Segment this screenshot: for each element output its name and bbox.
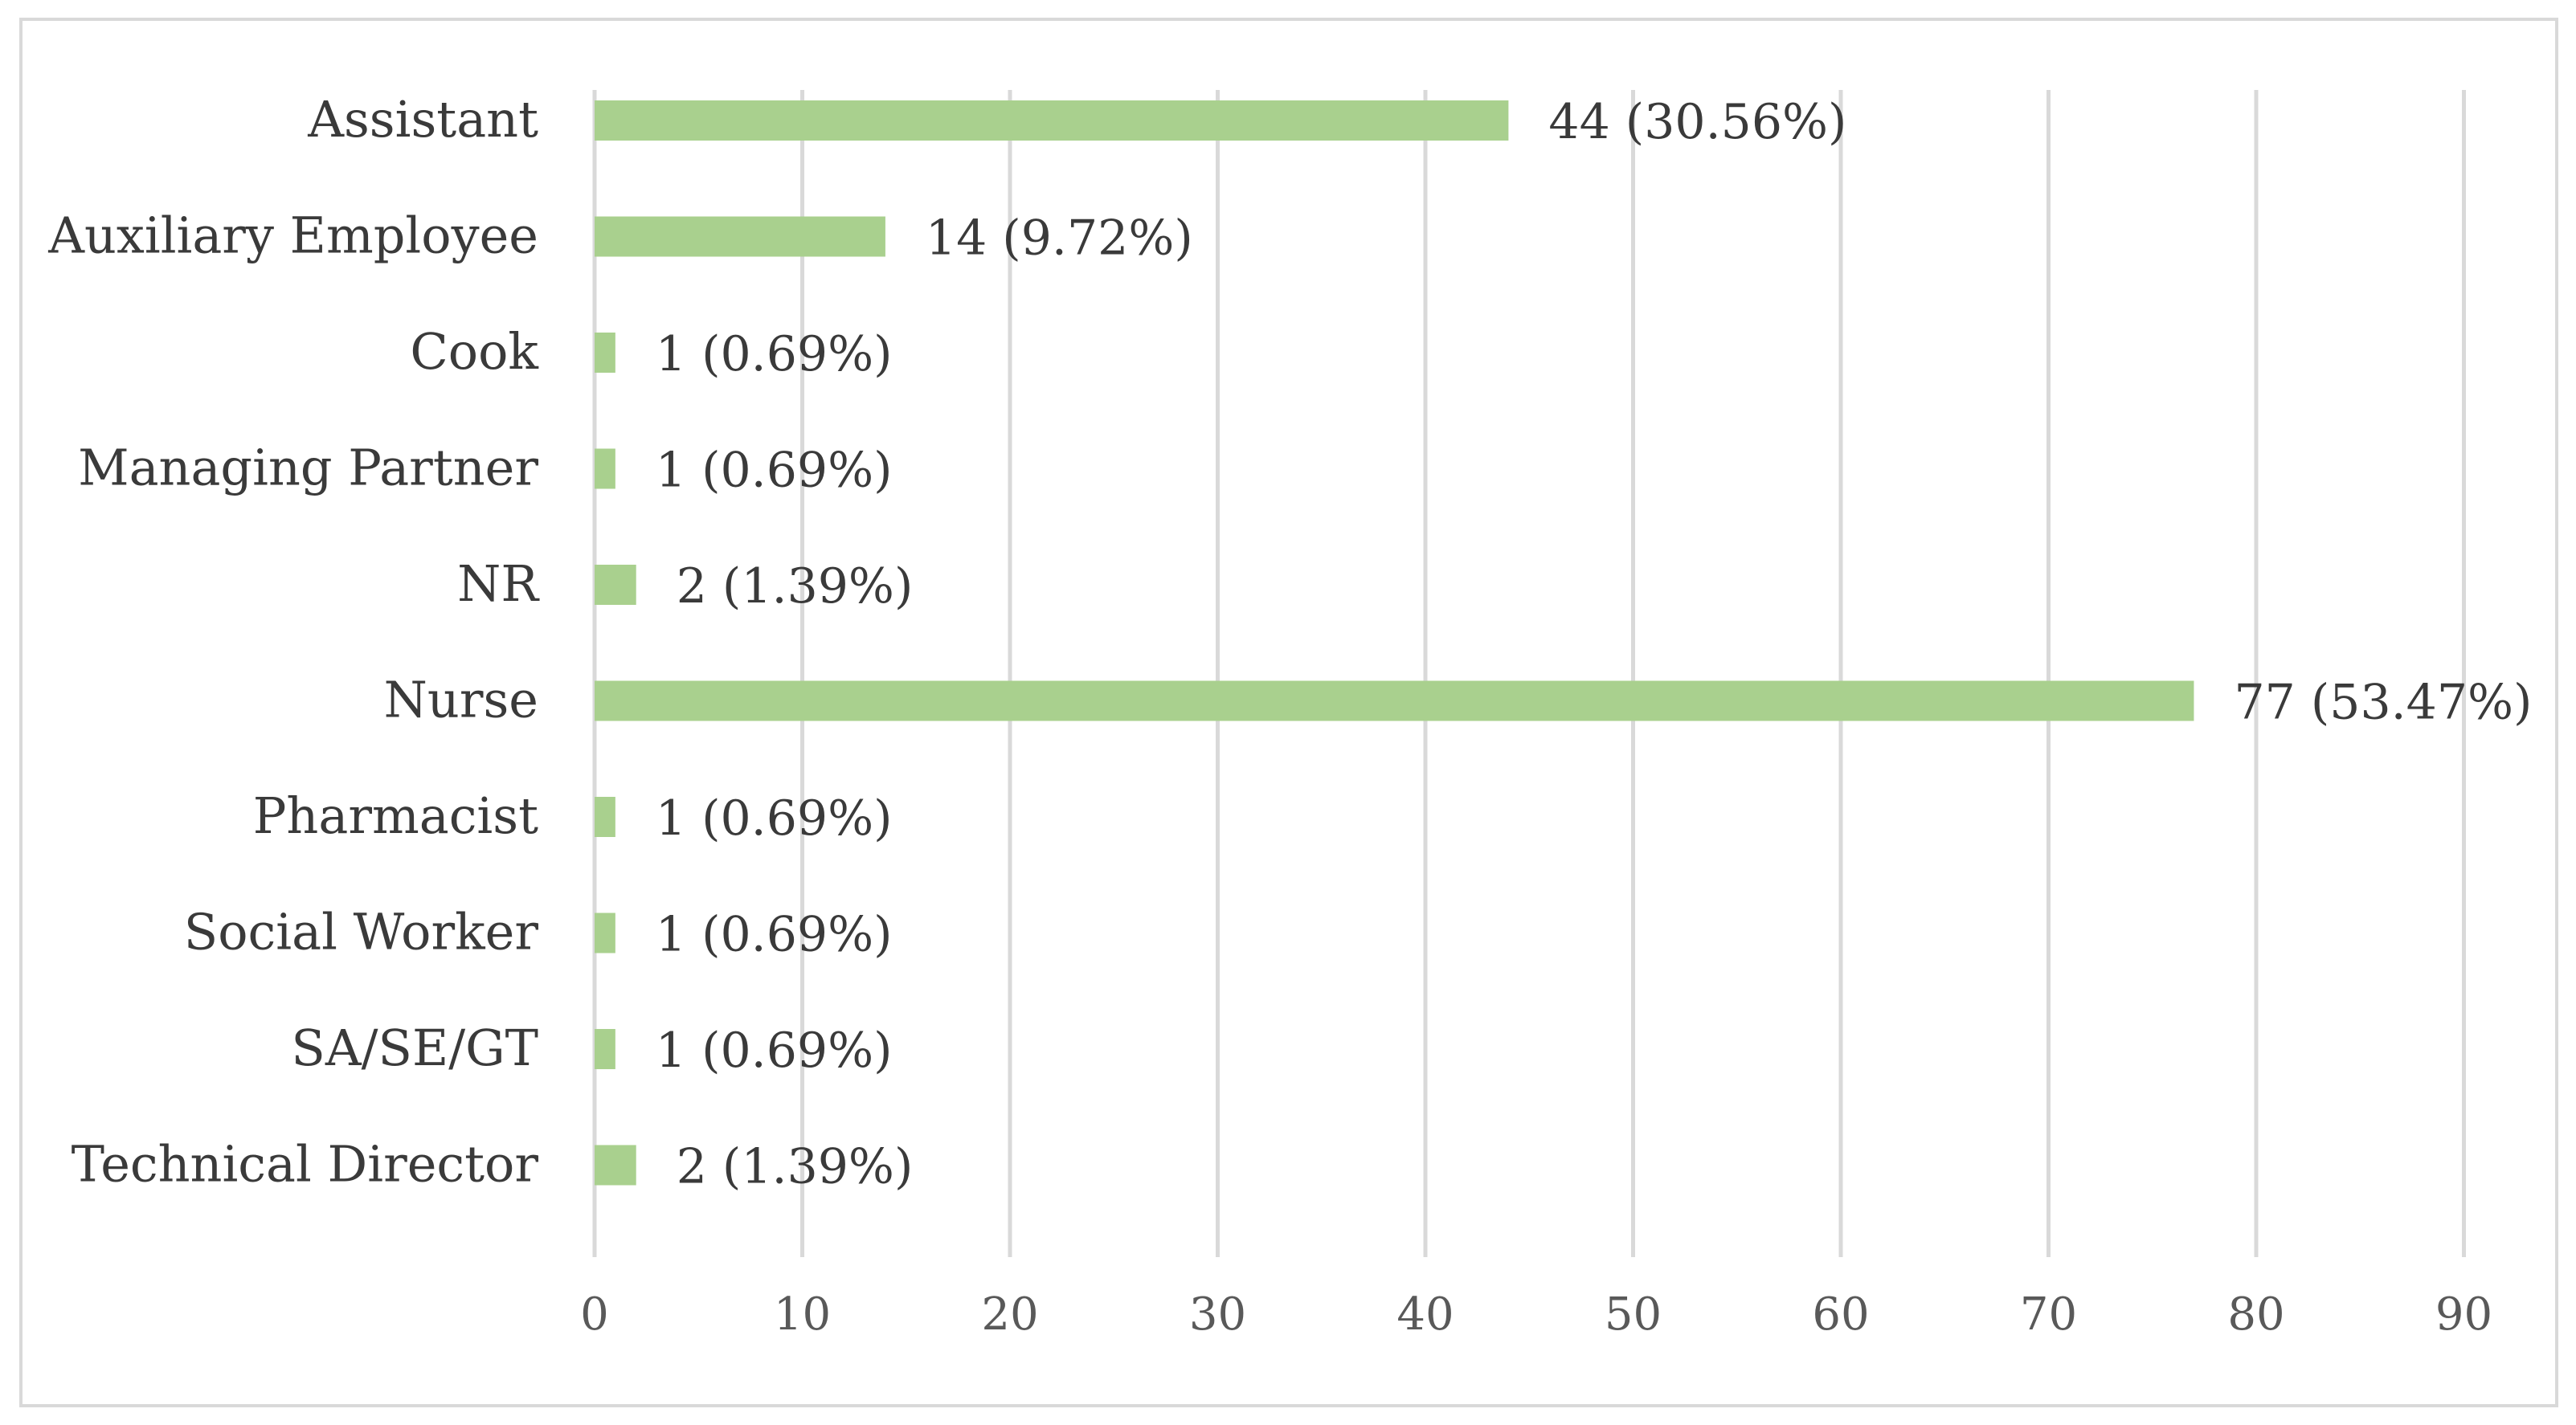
category-label: Technical Director	[72, 1135, 539, 1194]
x-tick-label: 80	[2227, 1288, 2284, 1341]
bar	[595, 100, 1509, 141]
data-label: 1 (0.69%)	[656, 907, 893, 963]
bar	[595, 680, 2194, 721]
category-label: Nurse	[384, 671, 538, 729]
bar	[595, 913, 615, 953]
data-label: 1 (0.69%)	[656, 443, 893, 499]
x-tick-label: 60	[1812, 1288, 1869, 1341]
bar	[595, 216, 885, 257]
category-label: Cook	[410, 322, 538, 381]
bar	[595, 333, 615, 373]
category-labels: Assistant Auxiliary Employee Cook Managing …	[47, 90, 540, 1194]
data-label: 1 (0.69%)	[656, 326, 893, 382]
category-label: Pharmacist	[253, 786, 538, 845]
category-label: SA/SE/GT	[291, 1019, 538, 1077]
gridlines	[592, 90, 2466, 1257]
data-label: 1 (0.69%)	[656, 1023, 893, 1079]
data-label: 2 (1.39%)	[677, 1139, 914, 1195]
x-tick-label: 90	[2435, 1288, 2492, 1341]
category-label: Assistant	[307, 90, 538, 149]
x-tick-label: 10	[774, 1288, 831, 1341]
data-label: 44 (30.56%)	[1548, 94, 1846, 150]
x-tick-label: 30	[1189, 1288, 1246, 1341]
bar	[595, 565, 636, 605]
bars	[595, 100, 2194, 1186]
category-label: Auxiliary Employee	[47, 206, 538, 265]
bar	[595, 448, 615, 489]
data-label: 14 (9.72%)	[926, 210, 1193, 267]
bar	[595, 797, 615, 837]
x-tick-label: 70	[2020, 1288, 2077, 1341]
data-label: 77 (53.47%)	[2234, 675, 2532, 731]
bar	[595, 1029, 615, 1069]
x-tick-label: 50	[1605, 1288, 1662, 1341]
x-axis-tick-labels: 0 10 20 30 40 50 60 70 80 90	[580, 1288, 2492, 1341]
data-labels: 44 (30.56%) 14 (9.72%) 1 (0.69%) 1 (0.69%) 2…	[656, 94, 2533, 1195]
data-label: 1 (0.69%)	[656, 790, 893, 847]
x-tick-label: 0	[580, 1288, 609, 1341]
x-tick-label: 20	[981, 1288, 1038, 1341]
category-label: Social Worker	[184, 903, 539, 962]
data-label: 2 (1.39%)	[677, 558, 914, 615]
bar	[595, 1145, 636, 1186]
category-label: NR	[457, 554, 540, 613]
x-tick-label: 40	[1396, 1288, 1454, 1341]
category-label: Managing Partner	[78, 439, 538, 497]
